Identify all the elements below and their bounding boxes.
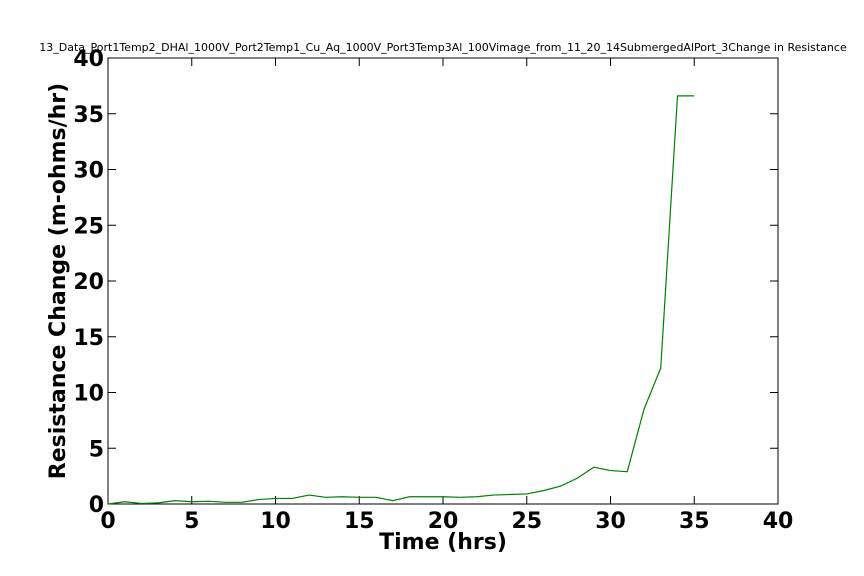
x-tick-label: 25 xyxy=(511,509,542,534)
y-tick-label: 30 xyxy=(73,159,104,184)
series-layer xyxy=(107,95,695,505)
x-axis-label: Time (hrs) xyxy=(379,530,507,555)
x-axis: 0 5 10 15 20 25 30 35 40 xyxy=(100,58,793,534)
x-tick-label: 5 xyxy=(184,509,199,534)
y-tick-label: 10 xyxy=(73,382,104,407)
x-tick-label: 30 xyxy=(595,509,626,534)
y-tick-label: 25 xyxy=(73,214,104,239)
x-tick-label: 35 xyxy=(679,509,710,534)
y-tick-label: 35 xyxy=(73,103,104,128)
y-tick-label: 0 xyxy=(89,493,104,518)
x-tick-label: 0 xyxy=(100,509,115,534)
x-tick-label: 20 xyxy=(428,509,459,534)
y-axis-label: Resistance Change (m-ohms/hr) xyxy=(46,83,71,479)
series-line xyxy=(107,95,695,505)
y-axis: 0 5 10 15 20 25 30 35 40 xyxy=(73,47,778,518)
y-tick-label: 40 xyxy=(73,47,104,72)
x-tick-label: 10 xyxy=(260,509,291,534)
y-tick-label: 5 xyxy=(89,437,104,462)
plot-area xyxy=(107,57,779,505)
chart-title: 13_Data_Port1Temp2_DHAl_1000V_Port2Temp1… xyxy=(39,41,847,54)
x-tick-label: 40 xyxy=(763,509,794,534)
y-tick-label: 15 xyxy=(73,326,104,351)
x-tick-label: 15 xyxy=(344,509,375,534)
y-tick-label: 20 xyxy=(73,270,104,295)
